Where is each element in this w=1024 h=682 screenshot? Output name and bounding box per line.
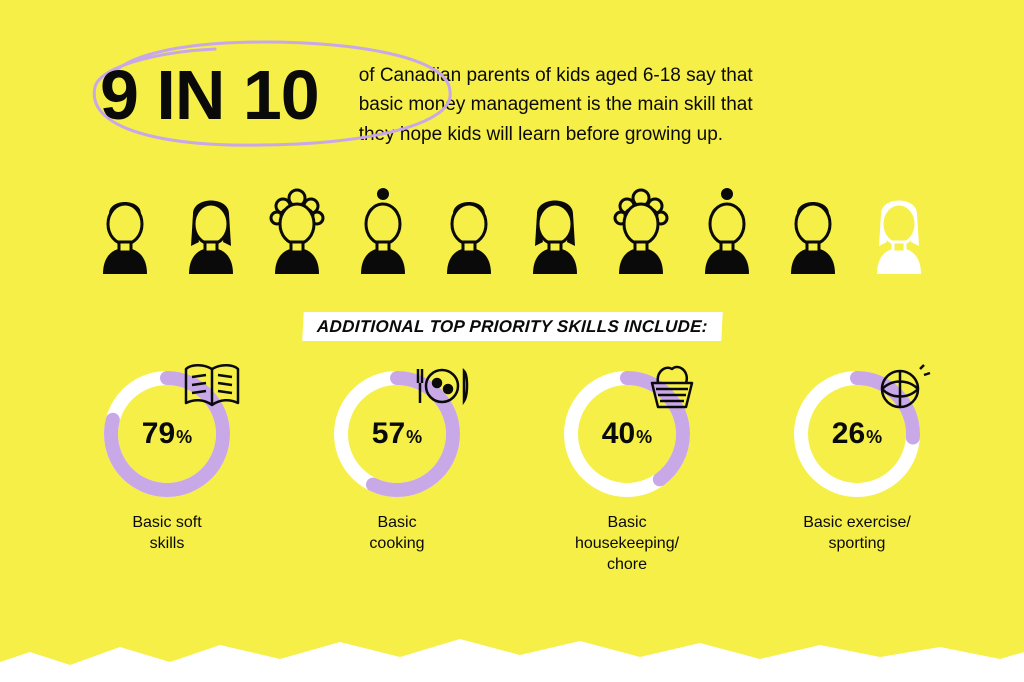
pct-value: 57% — [372, 417, 422, 451]
person-icon — [519, 184, 591, 274]
people-row — [82, 184, 942, 274]
headline-block: 9 IN 10 — [100, 55, 319, 135]
skills-row: 79% Basic softskills 57% Basiccooking 40% Bas… — [0, 369, 1024, 575]
section-label: ADDITIONAL TOP PRIORITY SKILLS INCLUDE: — [302, 312, 722, 341]
skill-label: Basiccooking — [317, 513, 477, 555]
person-icon — [89, 184, 161, 274]
skill-label: Basic exercise/sporting — [777, 513, 937, 555]
person-icon — [347, 184, 419, 274]
donut-chart: 26% — [792, 369, 922, 499]
ball-icon — [872, 359, 932, 414]
skill-item: 57% Basiccooking — [317, 369, 477, 575]
book-icon — [182, 359, 242, 414]
donut-chart: 79% — [102, 369, 232, 499]
donut-chart: 40% — [562, 369, 692, 499]
person-icon — [433, 184, 505, 274]
person-icon — [605, 184, 677, 274]
skill-item: 79% Basic softskills — [87, 369, 247, 575]
person-icon — [777, 184, 849, 274]
person-icon — [863, 184, 935, 274]
headline-text: 9 IN 10 — [100, 55, 319, 135]
pct-value: 40% — [602, 417, 652, 451]
person-icon — [261, 184, 333, 274]
basket-icon — [642, 359, 702, 414]
person-icon — [691, 184, 763, 274]
skill-item: 40% Basichousekeeping/chore — [547, 369, 707, 575]
skill-label: Basic softskills — [87, 513, 247, 555]
pct-value: 79% — [142, 417, 192, 451]
pct-value: 26% — [832, 417, 882, 451]
donut-chart: 57% — [332, 369, 462, 499]
skill-item: 26% Basic exercise/sporting — [777, 369, 937, 575]
torn-edge-icon — [0, 627, 1024, 682]
skill-label: Basichousekeeping/chore — [547, 513, 707, 575]
plate-icon — [412, 359, 472, 414]
person-icon — [175, 184, 247, 274]
